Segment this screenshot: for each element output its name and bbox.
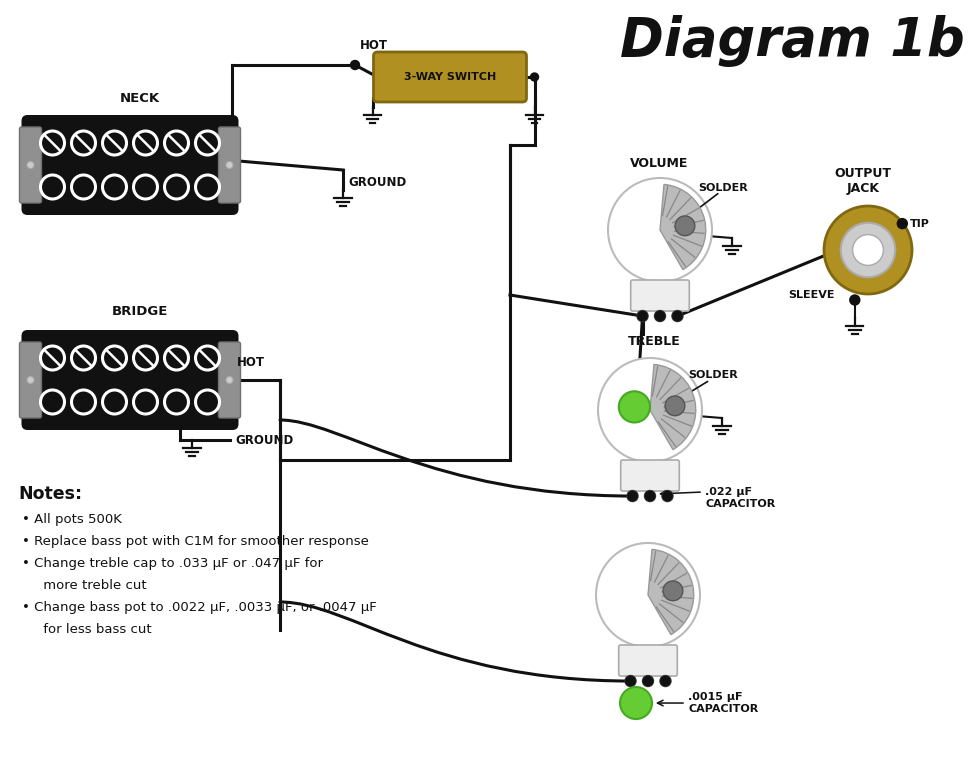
Text: SOLDER: SOLDER bbox=[698, 183, 748, 193]
Text: BRIDGE: BRIDGE bbox=[112, 305, 169, 318]
Circle shape bbox=[598, 358, 702, 462]
Wedge shape bbox=[650, 364, 696, 450]
Text: TREBLE: TREBLE bbox=[628, 335, 681, 348]
Text: • Change bass pot to .0022 μF, .0033 μF, or .0047 μF: • Change bass pot to .0022 μF, .0033 μF,… bbox=[22, 601, 376, 614]
Text: GROUND: GROUND bbox=[235, 434, 293, 447]
Circle shape bbox=[195, 131, 220, 155]
Circle shape bbox=[165, 131, 188, 155]
Circle shape bbox=[596, 543, 700, 647]
Text: for less bass cut: for less bass cut bbox=[22, 623, 152, 636]
Circle shape bbox=[103, 390, 126, 414]
Text: more treble cut: more treble cut bbox=[22, 579, 147, 592]
Circle shape bbox=[824, 206, 912, 294]
Circle shape bbox=[841, 223, 896, 277]
FancyBboxPatch shape bbox=[620, 460, 679, 491]
Circle shape bbox=[662, 490, 673, 501]
Circle shape bbox=[618, 391, 650, 423]
Circle shape bbox=[663, 581, 683, 601]
Circle shape bbox=[608, 178, 712, 282]
Text: NECK: NECK bbox=[120, 92, 160, 105]
Circle shape bbox=[672, 310, 683, 322]
Circle shape bbox=[853, 235, 883, 266]
Circle shape bbox=[27, 162, 34, 169]
Circle shape bbox=[673, 312, 682, 320]
Circle shape bbox=[226, 162, 233, 169]
FancyBboxPatch shape bbox=[373, 52, 526, 102]
Circle shape bbox=[72, 390, 95, 414]
Circle shape bbox=[661, 677, 670, 685]
Text: GROUND: GROUND bbox=[348, 176, 407, 189]
Text: SOLDER: SOLDER bbox=[688, 370, 738, 380]
Circle shape bbox=[133, 131, 158, 155]
FancyBboxPatch shape bbox=[219, 127, 240, 203]
Circle shape bbox=[165, 390, 188, 414]
Circle shape bbox=[655, 310, 665, 322]
Text: • Change treble cap to .033 μF or .047 μF for: • Change treble cap to .033 μF or .047 μ… bbox=[22, 557, 323, 570]
Circle shape bbox=[644, 677, 653, 685]
Circle shape bbox=[625, 675, 636, 687]
Circle shape bbox=[40, 346, 65, 370]
Circle shape bbox=[195, 390, 220, 414]
Circle shape bbox=[663, 491, 672, 500]
Circle shape bbox=[103, 175, 126, 199]
FancyBboxPatch shape bbox=[20, 127, 41, 203]
Circle shape bbox=[133, 175, 158, 199]
Text: .022 μF
CAPACITOR: .022 μF CAPACITOR bbox=[705, 487, 775, 509]
Circle shape bbox=[40, 175, 65, 199]
Text: VOLUME: VOLUME bbox=[630, 157, 688, 170]
Text: Notes:: Notes: bbox=[18, 485, 82, 503]
Circle shape bbox=[165, 175, 188, 199]
Wedge shape bbox=[648, 550, 694, 634]
Circle shape bbox=[898, 219, 907, 229]
Text: HOT: HOT bbox=[237, 356, 265, 369]
Circle shape bbox=[620, 687, 652, 719]
Circle shape bbox=[72, 175, 95, 199]
Text: TIP: TIP bbox=[910, 219, 930, 229]
Circle shape bbox=[133, 390, 158, 414]
FancyBboxPatch shape bbox=[618, 645, 677, 676]
Circle shape bbox=[638, 312, 647, 320]
Text: • All pots 500K: • All pots 500K bbox=[22, 513, 122, 526]
Text: OUTPUT
JACK: OUTPUT JACK bbox=[835, 167, 892, 195]
Text: • Replace bass pot with C1M for smoother response: • Replace bass pot with C1M for smoother… bbox=[22, 535, 368, 548]
Circle shape bbox=[195, 175, 220, 199]
Wedge shape bbox=[660, 184, 706, 270]
Circle shape bbox=[27, 377, 34, 383]
Circle shape bbox=[643, 675, 654, 687]
Circle shape bbox=[628, 491, 637, 500]
FancyBboxPatch shape bbox=[219, 342, 240, 418]
Circle shape bbox=[103, 346, 126, 370]
Circle shape bbox=[646, 491, 655, 500]
Circle shape bbox=[645, 490, 656, 501]
Text: HOT: HOT bbox=[360, 39, 388, 52]
Circle shape bbox=[675, 216, 695, 236]
Circle shape bbox=[656, 312, 664, 320]
Circle shape bbox=[665, 396, 685, 416]
Circle shape bbox=[351, 61, 360, 69]
Circle shape bbox=[195, 346, 220, 370]
Text: Diagram 1b: Diagram 1b bbox=[620, 15, 964, 67]
FancyBboxPatch shape bbox=[631, 280, 689, 311]
Circle shape bbox=[226, 377, 233, 383]
Circle shape bbox=[637, 310, 648, 322]
FancyBboxPatch shape bbox=[20, 342, 41, 418]
Circle shape bbox=[133, 346, 158, 370]
FancyBboxPatch shape bbox=[22, 330, 238, 430]
Circle shape bbox=[72, 131, 95, 155]
Circle shape bbox=[530, 73, 538, 81]
Circle shape bbox=[103, 131, 126, 155]
Text: 3-WAY SWITCH: 3-WAY SWITCH bbox=[404, 72, 496, 82]
Circle shape bbox=[40, 131, 65, 155]
Text: SLEEVE: SLEEVE bbox=[788, 290, 835, 300]
Circle shape bbox=[72, 346, 95, 370]
Circle shape bbox=[660, 675, 671, 687]
Circle shape bbox=[626, 677, 635, 685]
Circle shape bbox=[40, 390, 65, 414]
Circle shape bbox=[627, 490, 638, 501]
Circle shape bbox=[165, 346, 188, 370]
Text: .0015 μF
CAPACITOR: .0015 μF CAPACITOR bbox=[688, 692, 759, 714]
FancyBboxPatch shape bbox=[22, 115, 238, 215]
Circle shape bbox=[850, 295, 859, 305]
